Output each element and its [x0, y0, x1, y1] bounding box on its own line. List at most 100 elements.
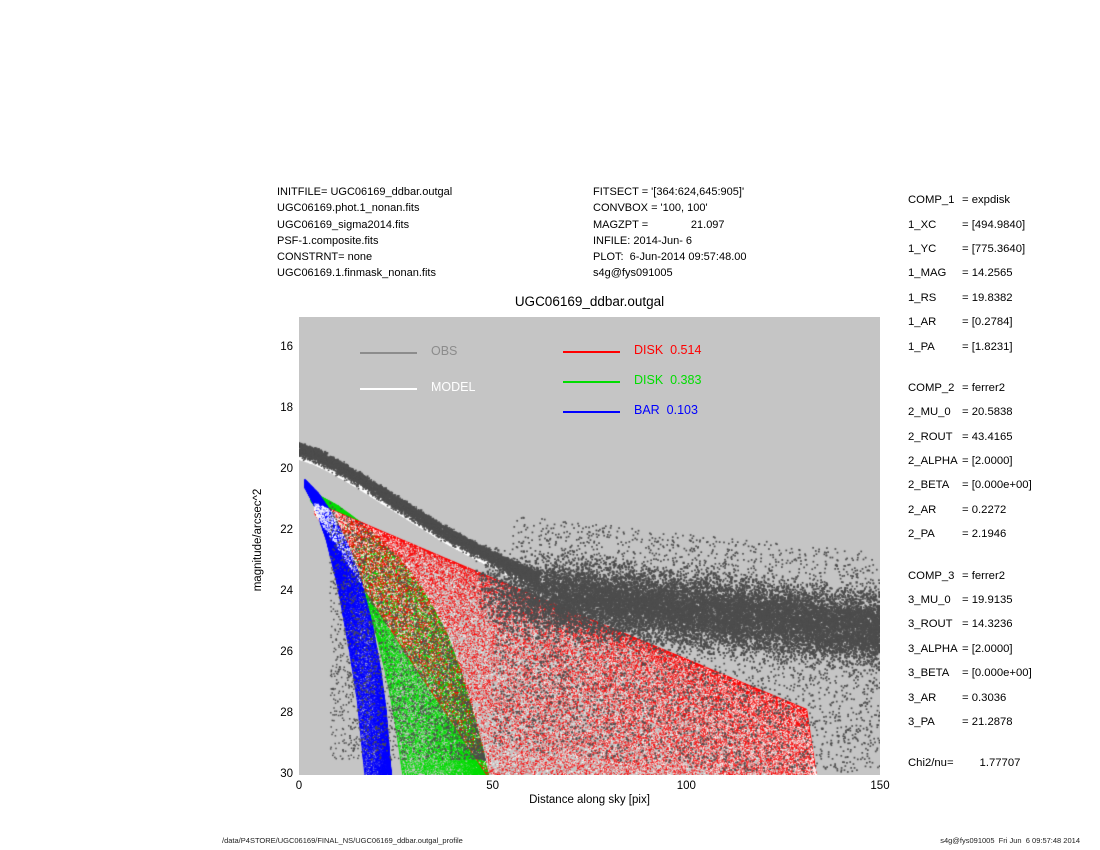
param-row: 1_AR = [0.2784]	[908, 310, 1032, 334]
param-label: 2_PA	[908, 528, 935, 541]
legend-label-disk-1: DISK 0.383	[634, 373, 702, 387]
param-value: = 14.2565	[962, 267, 1013, 280]
param-group: COMP_2 = ferrer2 2_MU_0 = 20.5838 2_ROUT = 43…	[908, 376, 1032, 547]
param-label: COMP_1	[908, 194, 955, 207]
param-value: = 19.8382	[962, 291, 1013, 304]
chi2-label: Chi2/nu=	[908, 757, 954, 770]
param-value: = 19.9135	[962, 594, 1013, 607]
param-value: = 0.2272	[962, 503, 1007, 516]
param-label: 2_AR	[908, 503, 937, 516]
param-label: 2_ALPHA	[908, 455, 958, 468]
param-label: 1_XC	[908, 218, 937, 231]
param-row: COMP_1 = expdisk	[908, 188, 1032, 212]
param-value: = expdisk	[962, 194, 1011, 207]
param-label: 1_YC	[908, 242, 937, 255]
header-line: CONVBOX = '100, 100'	[593, 202, 708, 215]
header-line: PSF-1.composite.fits	[277, 234, 379, 247]
header-line: INITFILE= UGC06169_ddbar.outgal	[277, 186, 453, 198]
chi2-row: Chi2/nu= 1.77707	[908, 751, 1032, 775]
param-label: 2_BETA	[908, 479, 950, 492]
header-line: INFILE: 2014-Jun- 6	[593, 234, 693, 247]
param-label: 3_ALPHA	[908, 642, 958, 655]
param-label: COMP_3	[908, 569, 955, 582]
param-label: 3_MU_0	[908, 594, 951, 607]
x-tick-label: 50	[486, 780, 500, 792]
header-line: s4g@fys091005	[593, 267, 673, 280]
param-row: 2_BETA = [0.000e+00]	[908, 473, 1032, 497]
param-row: 1_YC = [775.3640]	[908, 237, 1032, 261]
legend-label-model: MODEL	[431, 380, 476, 394]
x-axis-label: Distance along sky [pix]	[529, 794, 650, 806]
param-label: 3_ROUT	[908, 618, 953, 631]
param-group: COMP_1 = expdisk 1_XC = [494.9840] 1_YC = [77…	[908, 188, 1032, 359]
legend-label-bar-2: BAR 0.103	[634, 403, 698, 417]
param-value: = [0.000e+00]	[962, 667, 1032, 680]
param-row: 1_MAG = 14.2565	[908, 261, 1032, 285]
param-row: 3_PA = 21.2878	[908, 710, 1032, 734]
legend-label-obs: OBS	[431, 344, 458, 358]
plot-title: UGC06169_ddbar.outgal	[514, 294, 665, 309]
fit-params-panel: COMP_1 = expdisk 1_XC = [494.9840] 1_YC = [77…	[908, 188, 1032, 776]
header-line: CONSTRNT= none	[277, 251, 373, 264]
chi2-value: 1.77707	[979, 757, 1021, 770]
param-row: COMP_2 = ferrer2	[908, 376, 1032, 400]
param-row: 3_ALPHA = [2.0000]	[908, 637, 1032, 661]
param-row: 2_PA = 2.1946	[908, 522, 1032, 546]
param-row: 3_ROUT = 14.3236	[908, 612, 1032, 636]
param-row: 3_MU_0 = 19.9135	[908, 588, 1032, 612]
y-tick-label: 24	[280, 584, 293, 597]
param-label: 2_ROUT	[908, 430, 953, 443]
header-line: FITSECT = '[364:624,645:905]'	[593, 186, 745, 198]
param-value: = 21.2878	[962, 716, 1013, 728]
param-label: 3_PA	[908, 716, 935, 728]
param-value: = [0.2784]	[962, 316, 1013, 329]
param-value: = 2.1946	[962, 528, 1007, 541]
param-row: 3_AR = 0.3036	[908, 685, 1032, 709]
param-value: = 0.3036	[962, 691, 1007, 704]
param-row: 3_BETA = [0.000e+00]	[908, 661, 1032, 685]
param-group: COMP_3 = ferrer2 3_MU_0 = 19.9135 3_ROUT = 14…	[908, 563, 1032, 734]
param-row: 2_MU_0 = 20.5838	[908, 400, 1032, 424]
param-value: = 20.5838	[962, 406, 1013, 419]
param-value: = 14.3236	[962, 618, 1013, 631]
param-label: 2_MU_0	[908, 406, 951, 419]
param-row: 2_ALPHA = [2.0000]	[908, 449, 1032, 473]
param-value: = ferrer2	[962, 569, 1006, 582]
profile-plot-canvas	[299, 317, 880, 775]
param-value: = [494.9840]	[962, 218, 1026, 231]
param-value: = [0.000e+00]	[962, 479, 1032, 492]
param-value: = [2.0000]	[962, 455, 1013, 468]
param-value: = [2.0000]	[962, 642, 1013, 655]
param-label: 1_RS	[908, 291, 937, 304]
param-label: COMP_2	[908, 381, 955, 394]
param-value: = ferrer2	[962, 381, 1006, 394]
legend-line-model	[360, 388, 417, 390]
legend-line-bar-2	[563, 411, 620, 413]
param-label: 3_BETA	[908, 667, 950, 680]
y-tick-label: 20	[280, 463, 293, 476]
param-value: = [1.8231]	[962, 340, 1013, 353]
param-label: 1_AR	[908, 316, 937, 329]
param-row: 1_PA = [1.8231]	[908, 334, 1032, 358]
header-center-block: FITSECT = '[364:624,645:905]' CONVBOX = '…	[593, 184, 747, 282]
x-tick-label: 150	[870, 780, 890, 792]
y-tick-label: 30	[280, 767, 293, 780]
header-line: PLOT: 6-Jun-2014 09:57:48.00	[593, 251, 747, 264]
header-line: UGC06169.1.finmask_nonan.fits	[277, 267, 436, 280]
y-tick-label: 18	[280, 402, 293, 415]
y-tick-label: 16	[280, 341, 293, 354]
y-axis-label: magnitude/arcsec^2	[252, 488, 264, 592]
param-value: = 43.4165	[962, 430, 1013, 443]
param-label: 3_AR	[908, 691, 937, 704]
footer-user-timestamp: s4g@fys091005 Fri Jun 6 09:57:48 2014	[940, 836, 1080, 845]
y-tick-label: 28	[280, 706, 293, 719]
y-tick-label: 22	[280, 524, 293, 537]
param-label: 1_PA	[908, 340, 935, 353]
footer-file-path: /data/P4STORE/UGC06169/FINAL_NS/UGC06169…	[222, 836, 463, 845]
header-line: MAGZPT = 21.097	[593, 218, 725, 231]
header-line: UGC06169_sigma2014.fits	[277, 218, 410, 231]
header-line: UGC06169.phot.1_nonan.fits	[277, 202, 420, 215]
param-row: 2_ROUT = 43.4165	[908, 425, 1032, 449]
legend-line-disk-0	[563, 351, 620, 353]
